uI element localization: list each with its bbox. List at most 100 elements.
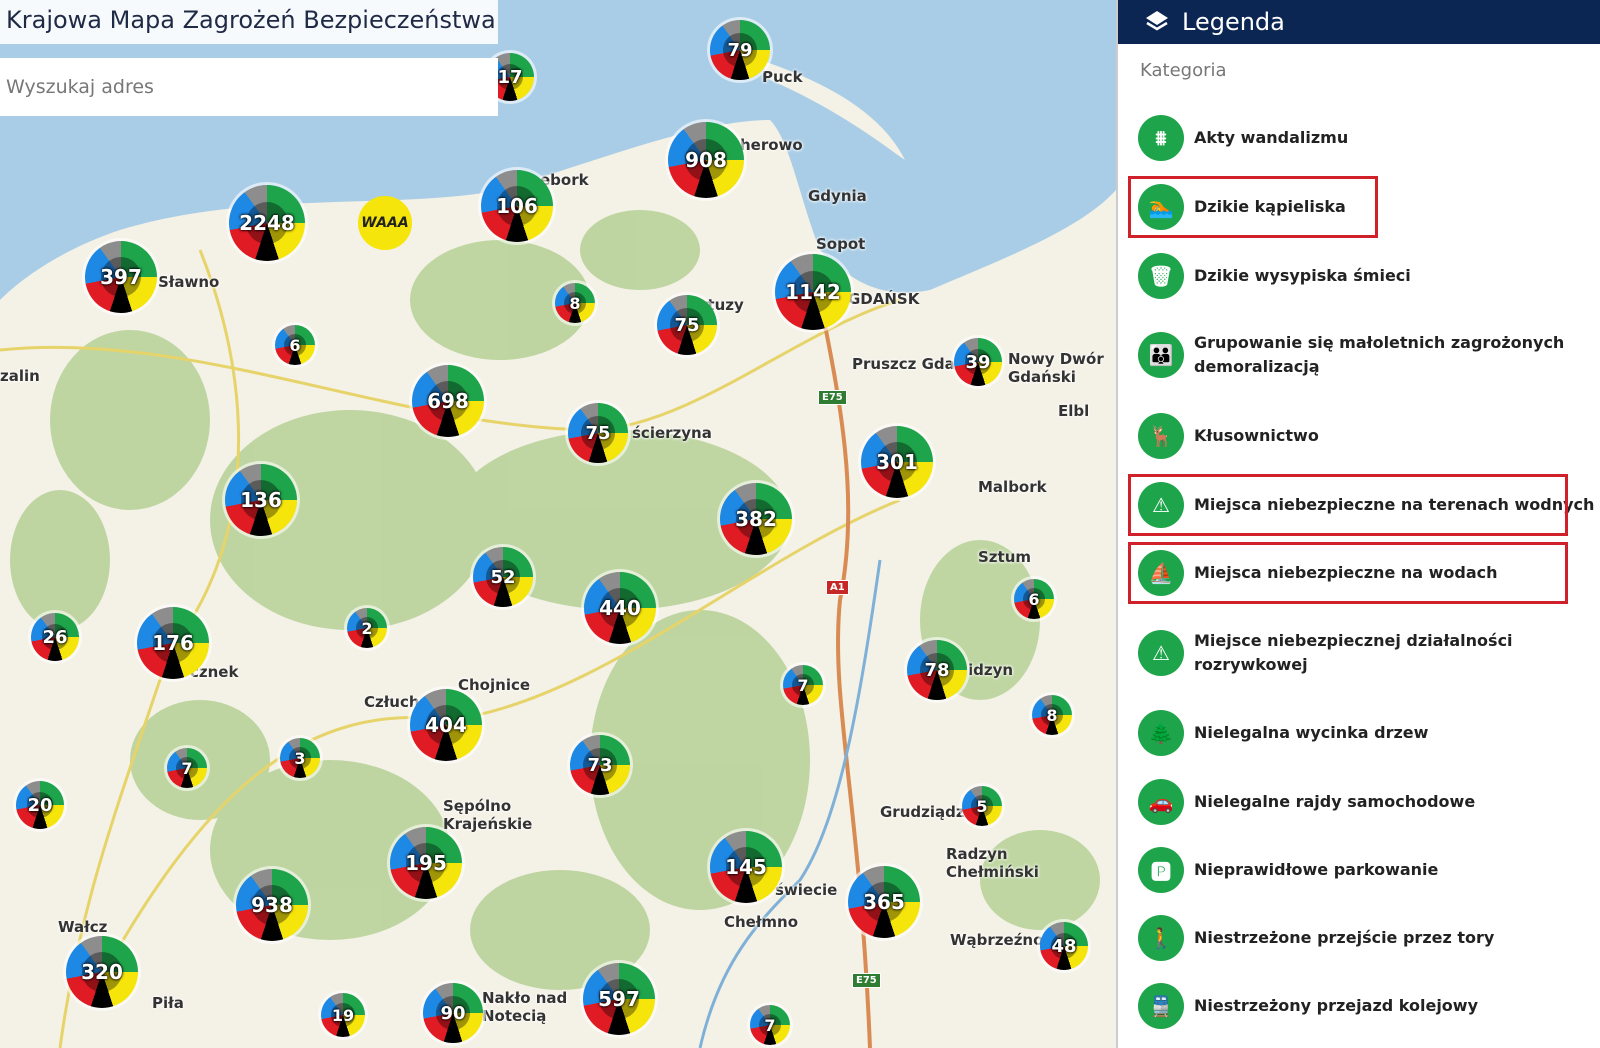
cluster-marker[interactable]: 6	[275, 325, 315, 365]
address-search-input[interactable]	[0, 58, 498, 116]
legend-item[interactable]: 🏊 Dzikie kąpieliska	[1138, 184, 1346, 230]
cluster-marker[interactable]: 3	[280, 738, 320, 778]
layers-icon	[1146, 11, 1168, 31]
cluster-marker[interactable]: 106	[481, 170, 553, 242]
cluster-count: 2	[361, 618, 373, 638]
legend-item[interactable]: ⚠ Miejsca niebezpieczne na terenach wodny…	[1138, 482, 1594, 528]
cluster-count: 404	[425, 713, 467, 737]
cluster-marker[interactable]: 397	[85, 241, 157, 313]
cluster-marker[interactable]: 382	[720, 483, 792, 555]
city-label: Nakło nad Notecią	[482, 989, 568, 1025]
cluster-marker[interactable]: 597	[583, 963, 655, 1035]
cluster-count: 2248	[239, 211, 295, 235]
legend-item-label: Akty wandalizmu	[1194, 128, 1349, 147]
cluster-count: 3	[294, 748, 306, 768]
cluster-marker[interactable]: 8	[555, 283, 595, 323]
cluster-count: 7	[181, 758, 193, 778]
cluster-marker[interactable]: 2248	[229, 185, 305, 261]
cluster-count: 6	[1028, 589, 1040, 609]
legend-item[interactable]: 🌲 Nielegalna wycinka drzew	[1138, 710, 1428, 756]
cluster-marker[interactable]: 79	[710, 20, 770, 80]
city-label: Piła	[152, 994, 184, 1012]
cluster-count: 365	[863, 890, 905, 914]
highlight-box	[1128, 474, 1568, 536]
city-label: GDAŃSK	[848, 290, 920, 308]
rail-crossing-icon: 🚆	[1138, 983, 1184, 1029]
cluster-marker[interactable]: 7	[783, 665, 823, 705]
cluster-marker[interactable]: 938	[236, 869, 308, 941]
vandalism-marker[interactable]: WAAA	[358, 196, 412, 250]
map[interactable]: Puck herowo ebork Gdynia Sopot Sławno GDAŃSK rt…	[0, 0, 1116, 1048]
cluster-marker[interactable]: 7	[167, 748, 207, 788]
cluster-marker[interactable]: 2	[347, 608, 387, 648]
legend-item[interactable]: 🦌 Kłusownictwo	[1138, 413, 1319, 459]
cluster-count: 7	[797, 675, 809, 695]
cluster-marker[interactable]: 908	[668, 122, 744, 198]
legend-item[interactable]: 🚆 Niestrzeżony przejazd kolejowy	[1138, 983, 1478, 1029]
road-sign: E75	[818, 390, 847, 405]
city-label: Chojnice	[458, 676, 531, 694]
cluster-marker[interactable]: 7	[750, 1005, 790, 1045]
cluster-marker[interactable]: 145	[710, 831, 782, 903]
cluster-count: 195	[405, 851, 447, 875]
highlight-box	[1128, 176, 1378, 238]
cluster-marker[interactable]: 365	[848, 866, 920, 938]
cluster-marker[interactable]: 75	[657, 295, 717, 355]
vandalism-icon: ⩩	[1138, 115, 1184, 161]
cluster-marker[interactable]: 90	[423, 983, 483, 1043]
cluster-count: 26	[42, 626, 68, 648]
cluster-count: 19	[331, 1005, 355, 1025]
city-label: Człuch	[364, 693, 420, 711]
cluster-marker[interactable]: 698	[412, 365, 484, 437]
cluster-marker[interactable]: 73	[570, 735, 630, 795]
cluster-count: 90	[440, 1002, 466, 1024]
cluster-marker[interactable]: 176	[137, 607, 209, 679]
cluster-marker[interactable]: 52	[473, 547, 533, 607]
cluster-marker[interactable]: 39	[954, 338, 1002, 386]
cluster-count: 79	[727, 39, 753, 61]
cluster-marker[interactable]: 320	[66, 936, 138, 1008]
page-title: Krajowa Mapa Zagrożeń Bezpieczeństwa	[0, 0, 498, 44]
legend-item-label: Niestrzeżone przejście przez tory	[1194, 928, 1495, 947]
legend-item[interactable]: ⚠ Miejsce niebezpiecznej działalności roz…	[1138, 629, 1513, 677]
legend-item-label: Miejsca niebezpieczne na wodach	[1194, 563, 1498, 582]
cluster-marker[interactable]: 440	[584, 572, 656, 644]
legend-item-label: Niestrzeżony przejazd kolejowy	[1194, 996, 1478, 1015]
legend-item[interactable]: ⛵ Miejsca niebezpieczne na wodach	[1138, 550, 1498, 596]
swimming-icon: 🏊	[1138, 184, 1184, 230]
legend-item-label: Miejsca niebezpieczne na terenach wodnyc…	[1194, 495, 1595, 514]
cluster-count: 908	[685, 148, 727, 172]
legend-item-label: Dzikie kąpieliska	[1194, 197, 1346, 216]
cluster-count: 176	[152, 631, 194, 655]
cluster-marker[interactable]: 48	[1040, 922, 1088, 970]
cluster-marker[interactable]: 404	[410, 689, 482, 761]
legend-item[interactable]: 🅿 Nieprawidłowe parkowanie	[1138, 847, 1438, 893]
legend-item[interactable]: 🚶 Niestrzeżone przejście przez tory	[1138, 915, 1494, 961]
cluster-marker[interactable]: 301	[861, 426, 933, 498]
cluster-marker[interactable]: 136	[225, 464, 297, 536]
cluster-marker[interactable]: 195	[390, 827, 462, 899]
cluster-marker[interactable]: 5	[962, 786, 1002, 826]
legend-panel: Legenda Kategoria ⩩ Akty wandalizmu 🏊 Dziki…	[1116, 0, 1600, 1048]
legend-item[interactable]: 🚗 Nielegalne rajdy samochodowe	[1138, 779, 1475, 825]
cluster-marker[interactable]: 8	[1032, 695, 1072, 735]
legend-item[interactable]: 🗑 Dzikie wysypiska śmieci	[1138, 253, 1411, 299]
cluster-marker[interactable]: 1142	[775, 254, 851, 330]
legend-item-label: Nielegalna wycinka drzew	[1194, 723, 1429, 742]
legend-item[interactable]: ⩩ Akty wandalizmu	[1138, 115, 1348, 161]
city-label: świecie	[775, 881, 838, 899]
cluster-marker[interactable]: 20	[16, 781, 64, 829]
cluster-marker[interactable]: 78	[907, 640, 967, 700]
legend-item[interactable]: 👪 Grupowanie się małoletnich zagrożonych …	[1138, 331, 1564, 379]
car-race-icon: 🚗	[1138, 779, 1184, 825]
cluster-count: 17	[497, 66, 523, 88]
cluster-marker[interactable]: 75	[568, 403, 628, 463]
legend-item-label: Dzikie wysypiska śmieci	[1194, 266, 1411, 285]
cluster-marker[interactable]: 6	[1014, 579, 1054, 619]
legend-item-label: Nielegalne rajdy samochodowe	[1194, 792, 1476, 811]
legend-item-label: Kłusownictwo	[1194, 426, 1319, 445]
cluster-marker[interactable]: 19	[321, 993, 365, 1037]
cluster-marker[interactable]: 26	[31, 613, 79, 661]
cluster-count: 39	[965, 351, 991, 373]
legend-header: Legenda	[1118, 0, 1600, 44]
